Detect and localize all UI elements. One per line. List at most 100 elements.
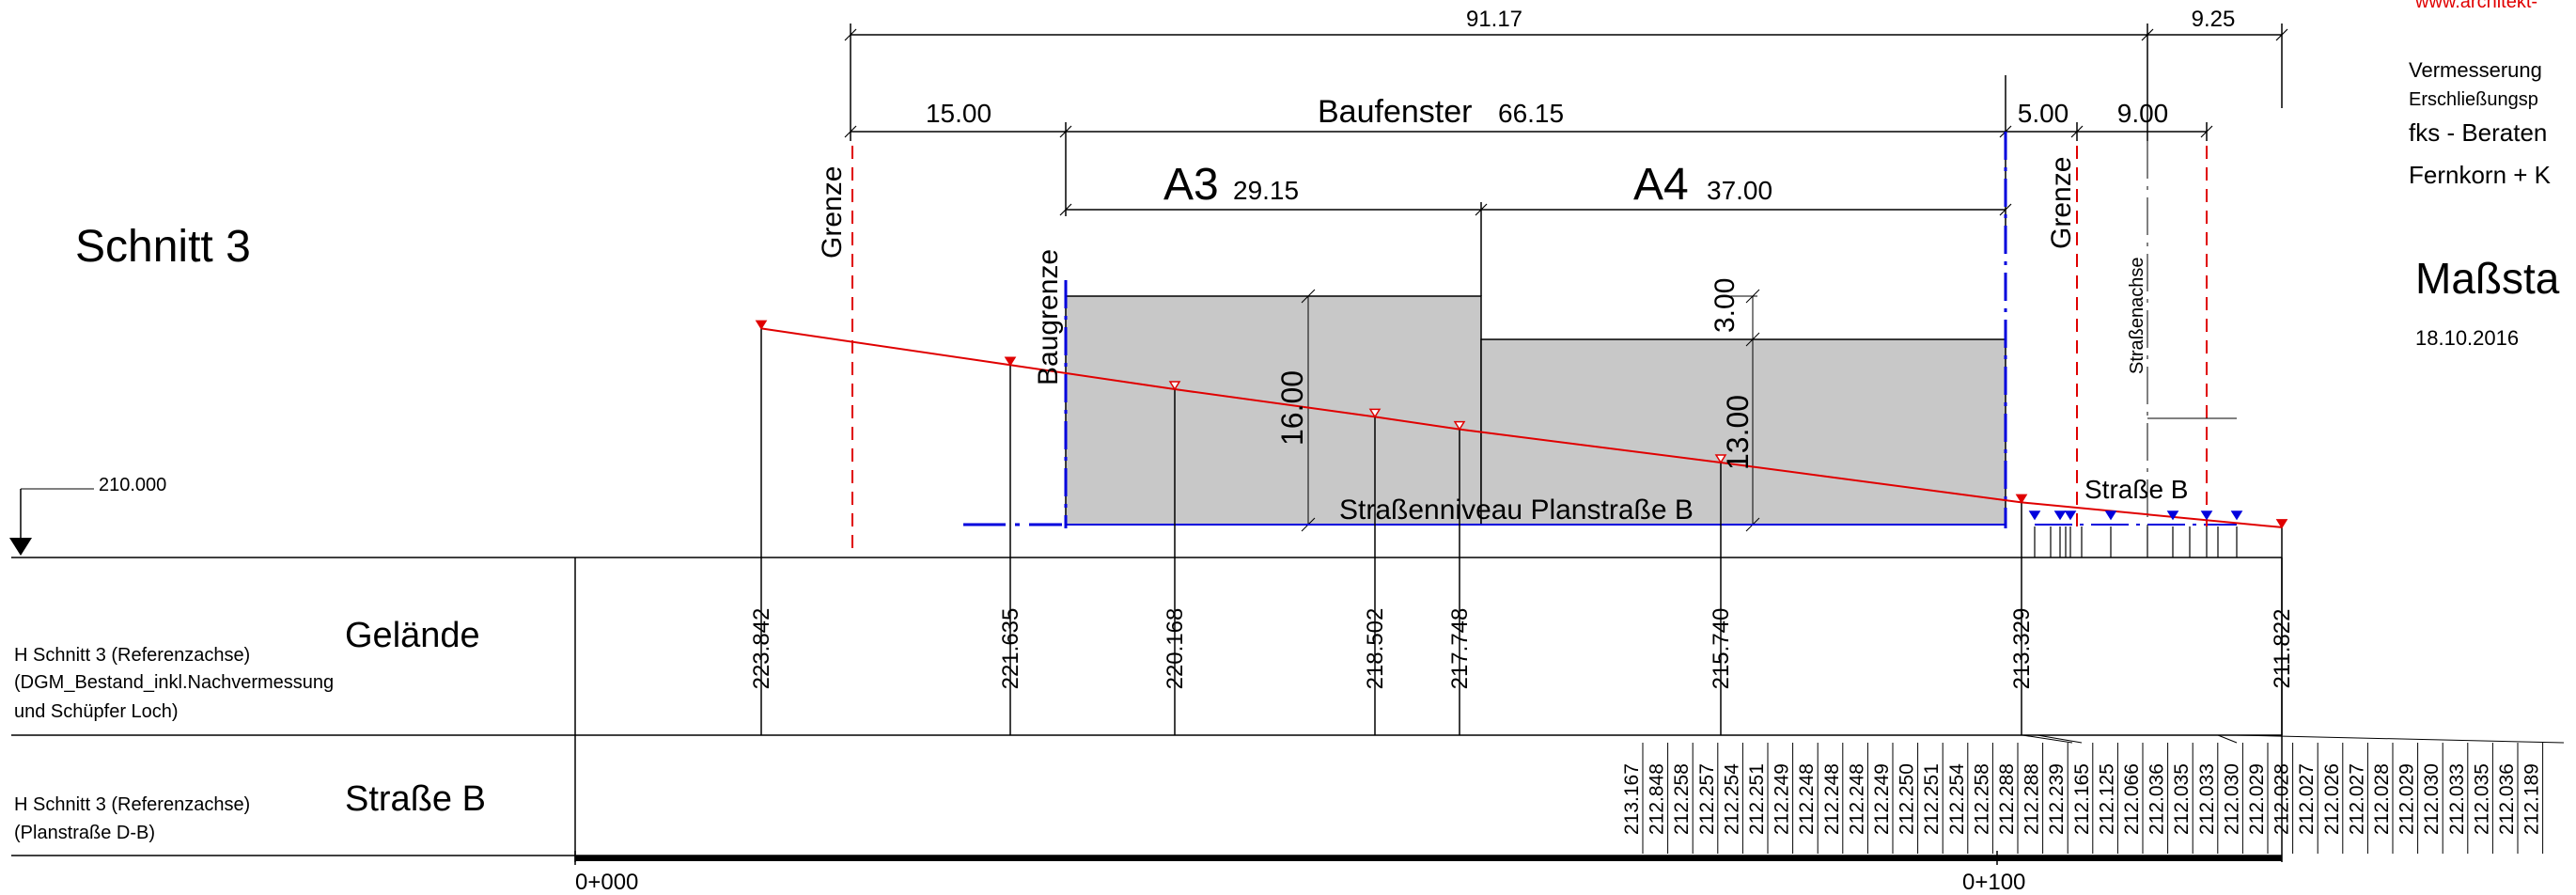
- strasse-value-11: 212.250: [1897, 763, 1918, 835]
- terrain-marker-2: [1168, 381, 1181, 391]
- section-title: Schnitt 3: [75, 222, 251, 272]
- strasse-value-26: 212.028: [2272, 763, 2293, 835]
- road-marker-12: [2230, 510, 2243, 521]
- band-strasse-title: Straße B: [345, 779, 486, 819]
- terrain-line: [760, 327, 2283, 528]
- gelaende-value-7: 211.822: [2270, 609, 2295, 689]
- strasse-value-27: 212.027: [2296, 763, 2318, 835]
- baugrenze-label: Baugrenze: [1033, 249, 1064, 385]
- building-a3: [1065, 295, 1482, 526]
- strassenachse-label: Straßenachse: [2127, 257, 2147, 374]
- station-0: 0+000: [575, 870, 638, 895]
- strasse-value-8: 212.248: [1821, 763, 1843, 835]
- station-100: 0+100: [1962, 870, 2025, 895]
- road-marker-10: [2200, 510, 2213, 521]
- strasse-value-13: 212.254: [1946, 763, 1968, 835]
- a3-label: A3: [1163, 160, 1219, 210]
- strasse-value-23: 212.033: [2196, 763, 2218, 835]
- dim-setback: 15.00: [926, 99, 991, 128]
- road-marker-6: [2104, 510, 2117, 521]
- strasse-value-12: 212.251: [1921, 763, 1943, 835]
- strasse-value-3: 212.257: [1696, 763, 1718, 835]
- gelaende-value-3: 218.502: [1363, 608, 1388, 690]
- strasse-value-32: 212.030: [2421, 763, 2443, 835]
- level-marker-triangle: [9, 538, 32, 556]
- road-marker-8: [2166, 510, 2179, 521]
- header-url: www.architekt-: [2414, 0, 2537, 12]
- strasse-value-17: 212.239: [2046, 763, 2068, 835]
- terrain-marker-5: [1714, 454, 1727, 464]
- dim-gap-9: 9.00: [2117, 99, 2169, 128]
- gelaende-value-5: 215.740: [1709, 608, 1734, 690]
- strasse-value-33: 212.033: [2446, 763, 2468, 835]
- terrain-marker-3: [1368, 408, 1382, 418]
- strasse-value-5: 212.251: [1746, 763, 1768, 835]
- band-gelaende-desc1: H Schnitt 3 (Referenzachse): [14, 645, 250, 666]
- terrain-marker-1: [1004, 356, 1017, 367]
- band-gelaende-title: Gelände: [345, 616, 480, 655]
- header-line2: Erschließungsp: [2409, 89, 2538, 110]
- strasse-value-10: 212.249: [1871, 763, 1893, 835]
- terrain-marker-6: [2015, 494, 2028, 504]
- grenze-right-label: Grenze: [2046, 157, 2077, 249]
- strasse-value-15: 212.288: [1996, 763, 2018, 835]
- dim-height-a4: 13.00: [1721, 395, 1755, 470]
- strasse-value-36: 212.189: [2521, 763, 2543, 835]
- terrain-marker-0: [755, 320, 768, 330]
- strasse-value-31: 212.029: [2396, 763, 2418, 835]
- strasse-value-20: 212.066: [2121, 763, 2143, 835]
- strasse-value-6: 212.249: [1772, 763, 1793, 835]
- strasse-value-16: 212.288: [2022, 763, 2043, 835]
- strasse-value-18: 212.165: [2071, 763, 2093, 835]
- header-line4: Fernkorn + K: [2409, 161, 2552, 189]
- gelaende-value-4: 217.748: [1447, 608, 1473, 690]
- gelaende-value-2: 220.168: [1163, 608, 1188, 690]
- strasse-value-1: 212.848: [1647, 763, 1668, 835]
- road-marker-4: [2064, 510, 2077, 521]
- band-gelaende-desc3: und Schüpfer Loch): [14, 701, 179, 722]
- header-line3: fks - Beraten: [2409, 118, 2547, 147]
- dim-gap-5: 5.00: [2018, 99, 2069, 128]
- terrain-marker-4: [1453, 420, 1466, 432]
- road-b-connectors: [2022, 734, 2565, 744]
- strasse-value-22: 212.035: [2171, 763, 2193, 835]
- band-gelaende-desc2: (DGM_Bestand_inkl.Nachvermessung: [14, 672, 334, 693]
- dim-step: 3.00: [1710, 278, 1741, 333]
- drawing-texts: 223.842 221.635 220.168 218.502 217.748 215.7…: [14, 0, 2560, 895]
- road-marker-0: [2028, 510, 2041, 521]
- dim-total: 91.17: [1466, 7, 1522, 32]
- strasse-value-21: 212.036: [2147, 763, 2168, 835]
- header-date: 18.10.2016: [2415, 326, 2519, 350]
- dim-road-extra: 9.25: [2192, 7, 2236, 32]
- grenze-left-label: Grenze: [817, 166, 848, 259]
- header-scale: Maßsta: [2415, 254, 2560, 303]
- strasse-value-30: 212.028: [2371, 763, 2393, 835]
- strasse-value-35: 212.036: [2496, 763, 2518, 835]
- terrain-marks: [755, 320, 2544, 854]
- header-line1: Vermesserung: [2409, 58, 2542, 82]
- dim-height-a3: 16.00: [1275, 370, 1309, 446]
- strasse-value-24: 212.030: [2221, 763, 2242, 835]
- strasse-value-2: 212.258: [1671, 763, 1693, 835]
- strasse-value-29: 212.027: [2346, 763, 2367, 835]
- strasse-value-0: 213.167: [1621, 763, 1643, 835]
- strasse-value-28: 212.026: [2321, 763, 2343, 835]
- strasse-value-19: 212.125: [2096, 763, 2117, 835]
- gelaende-value-1: 221.635: [998, 608, 1023, 690]
- strasse-value-14: 212.258: [1971, 763, 1992, 835]
- dim-a4: 37.00: [1707, 176, 1772, 205]
- strasse-value-25: 212.029: [2246, 763, 2268, 835]
- baufenster-label: Baufenster: [1318, 94, 1472, 130]
- strasse-value-7: 212.248: [1796, 763, 1818, 835]
- strasse-value-34: 212.035: [2471, 763, 2492, 835]
- strasse-b-label: Straße B: [2084, 475, 2188, 504]
- dim-baufenster: 66.15: [1498, 99, 1564, 128]
- dim-a3: 29.15: [1233, 176, 1299, 205]
- strasse-value-4: 212.254: [1721, 763, 1742, 835]
- gelaende-value-0: 223.842: [749, 608, 774, 690]
- strassenniveau-label: Straßenniveau Planstraße B: [1339, 495, 1694, 526]
- gelaende-value-6: 213.329: [2009, 608, 2035, 690]
- band-strasse-desc1: H Schnitt 3 (Referenzachse): [14, 794, 250, 815]
- band-strasse-desc2: (Planstraße D-B): [14, 823, 155, 843]
